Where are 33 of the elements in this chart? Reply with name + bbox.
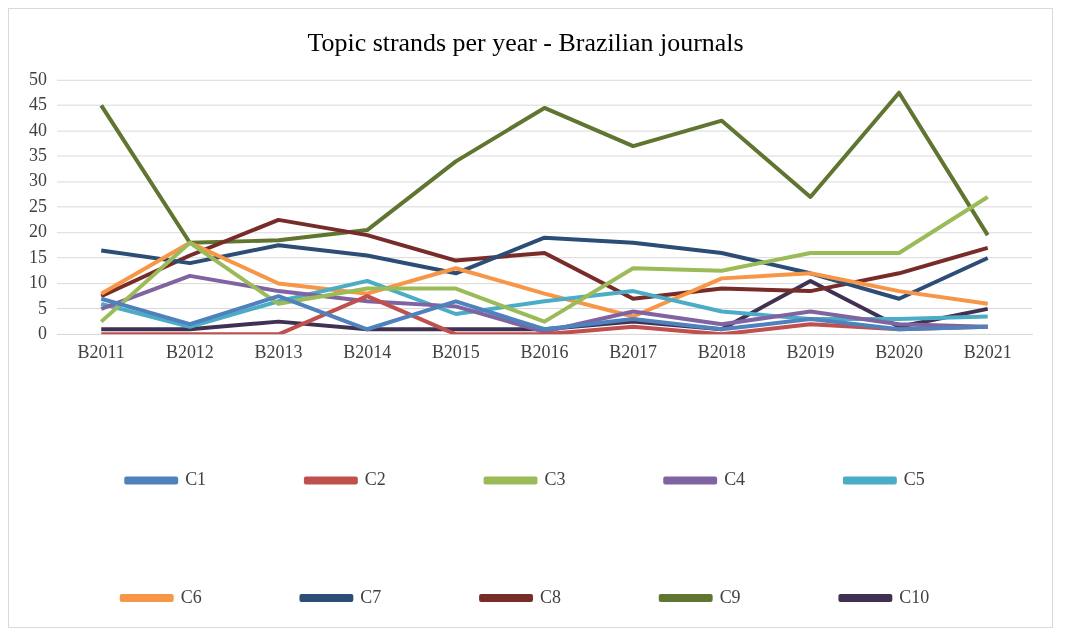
- y-tick-label: 45: [28, 94, 47, 115]
- y-tick-label: 50: [28, 68, 47, 89]
- y-tick-label: 5: [37, 297, 47, 318]
- y-tick-label: 40: [28, 119, 47, 140]
- y-tick-label: 0: [37, 323, 47, 344]
- legend-label: C2: [364, 469, 386, 490]
- legend-label: C5: [903, 469, 925, 490]
- y-tick-label: 10: [28, 272, 47, 293]
- y-tick-label: 15: [28, 246, 47, 267]
- x-tick-label: B2014: [343, 341, 392, 362]
- y-tick-label: 25: [28, 195, 47, 216]
- legend-label: C4: [724, 469, 746, 490]
- x-tick-label: B2021: [963, 341, 1012, 362]
- x-tick-label: B2012: [165, 341, 214, 362]
- y-tick-label: 30: [28, 170, 47, 191]
- legend-label: C9: [719, 586, 741, 607]
- y-tick-label: 35: [28, 145, 47, 165]
- x-tick-label: B2015: [431, 341, 480, 362]
- x-tick-label: B2017: [609, 341, 658, 362]
- legend-label: C6: [180, 586, 202, 607]
- legend-label: C10: [899, 586, 930, 607]
- x-tick-label: B2011: [77, 341, 125, 362]
- x-tick-label: B2020: [875, 341, 924, 362]
- x-tick-label: B2016: [520, 341, 569, 362]
- chart-title: Topic strands per year - Brazilian journals: [307, 28, 744, 58]
- legend-label: C7: [360, 586, 382, 607]
- x-tick-label: B2019: [786, 341, 835, 362]
- legend-label: C3: [544, 469, 566, 490]
- legend-label: C8: [539, 586, 561, 607]
- y-tick-label: 20: [28, 221, 47, 242]
- x-tick-label: B2018: [697, 341, 746, 362]
- legend-label: C1: [185, 469, 207, 490]
- x-tick-label: B2013: [254, 341, 303, 362]
